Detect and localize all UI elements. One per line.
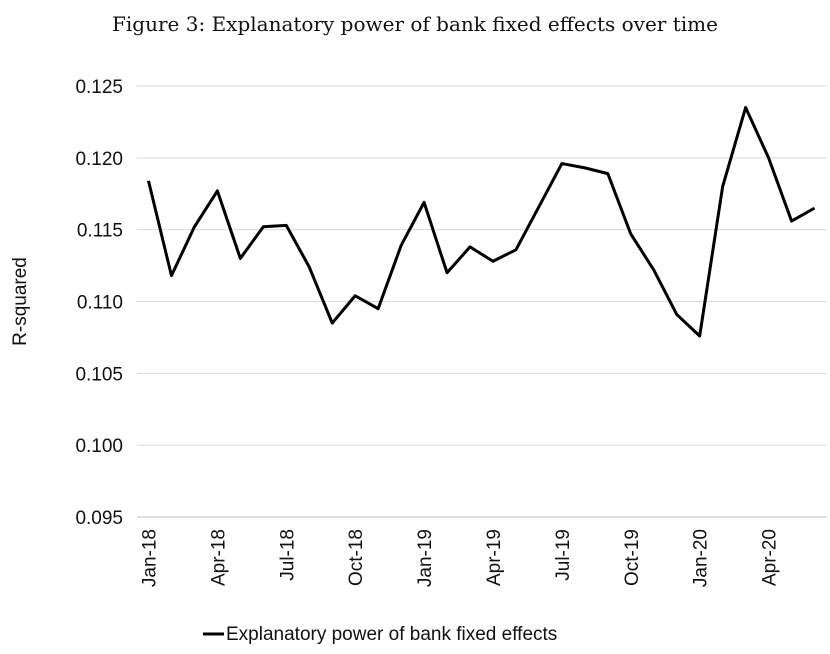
series-group <box>147 106 816 338</box>
y-axis-ticks: 0.095 0.100 0.105 0.110 0.115 0.120 0.125 <box>75 77 123 529</box>
x-tick-label: Oct-19 <box>622 529 643 586</box>
x-tick-label: Jan-18 <box>139 529 160 587</box>
y-tick-label: 0.105 <box>75 364 123 385</box>
legend-label: Explanatory power of bank fixed effects <box>226 624 557 645</box>
y-axis-title: R-squared <box>10 257 31 346</box>
figure-caption: Figure 3: Explanatory power of bank fixe… <box>112 12 718 36</box>
x-tick-label: Jan-19 <box>415 529 436 587</box>
legend: Explanatory power of bank fixed effects <box>203 624 557 645</box>
y-tick-label: 0.115 <box>77 221 123 242</box>
y-tick-label: 0.100 <box>75 436 123 457</box>
x-tick-label: Apr-18 <box>208 529 229 586</box>
series-line <box>147 106 816 338</box>
x-tick-label: Oct-18 <box>346 529 367 586</box>
x-tick-label: Apr-20 <box>760 529 781 586</box>
x-axis-ticks: Jan-18 Apr-18 Jul-18 Oct-18 Jan-19 Apr-19 Jul-… <box>139 529 780 587</box>
x-tick-label: Jul-18 <box>277 529 298 581</box>
gridlines <box>137 85 826 446</box>
y-tick-label: 0.110 <box>77 293 123 314</box>
y-tick-label: 0.125 <box>75 77 123 98</box>
y-tick-label: 0.095 <box>75 508 123 529</box>
x-tick-label: Jan-20 <box>691 529 712 587</box>
x-tick-label: Jul-19 <box>553 529 574 581</box>
x-tick-label: Apr-19 <box>484 529 505 586</box>
y-tick-label: 0.120 <box>75 149 123 170</box>
